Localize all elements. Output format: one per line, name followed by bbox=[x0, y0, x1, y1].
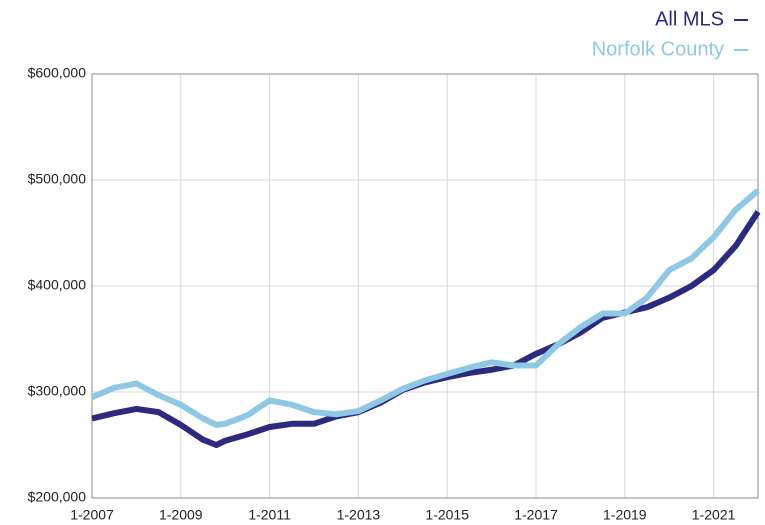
x-tick-label: 1-2021 bbox=[692, 507, 736, 523]
y-tick-label: $200,000 bbox=[28, 489, 87, 505]
line-series bbox=[90, 188, 760, 428]
y-tick-label: $300,000 bbox=[28, 383, 87, 399]
y-tick-label: $500,000 bbox=[28, 171, 87, 187]
plot-frame bbox=[91, 73, 759, 499]
x-tick-label: 1-2017 bbox=[514, 507, 558, 523]
y-tick-label: $400,000 bbox=[28, 277, 87, 293]
x-tick-label: 1-2011 bbox=[248, 507, 291, 523]
legend-label: All MLS bbox=[655, 8, 724, 30]
x-tick-label: 1-2007 bbox=[70, 507, 114, 523]
y-tick-label: $600,000 bbox=[28, 65, 87, 81]
x-tick-label: 1-2013 bbox=[337, 507, 381, 523]
legend-label: Norfolk County bbox=[592, 38, 724, 60]
x-tick-label: 1-2019 bbox=[603, 507, 647, 523]
x-tick-label: 1-2015 bbox=[425, 507, 469, 523]
x-tick-label: 1-2009 bbox=[159, 507, 203, 523]
